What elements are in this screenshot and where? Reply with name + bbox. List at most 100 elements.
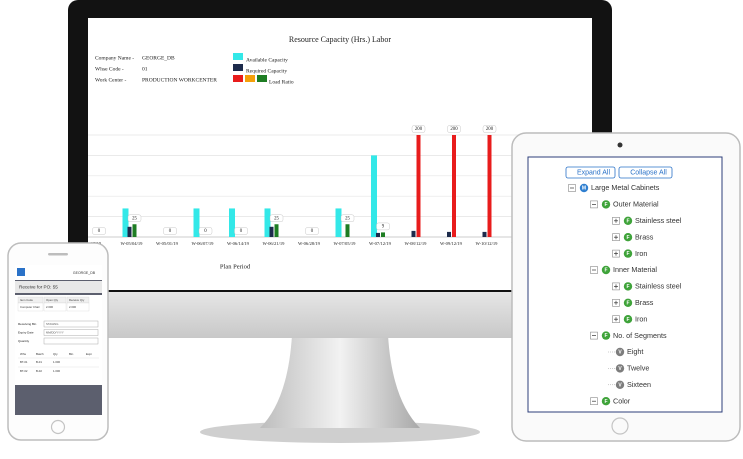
bar bbox=[229, 208, 235, 237]
tree-label: Iron bbox=[635, 314, 647, 323]
field-input[interactable] bbox=[43, 337, 99, 345]
bar bbox=[345, 224, 350, 237]
tree: Expand All Collapse All M Large Metal Cabin… bbox=[565, 166, 682, 405]
phone-menu-button[interactable] bbox=[17, 268, 25, 276]
x-tick-label: W-06/14/19 bbox=[227, 241, 250, 246]
bar bbox=[371, 155, 377, 237]
table-cell bbox=[43, 302, 67, 312]
tree-badge-letter: F bbox=[626, 284, 629, 290]
monitor: Resource Capacity (Hrs.) Labor Company Na… bbox=[68, 0, 612, 443]
bar bbox=[452, 135, 456, 237]
tree-badge-letter: F bbox=[626, 218, 629, 224]
tree-badge bbox=[615, 380, 625, 389]
x-axis-title: Plan Period bbox=[220, 263, 251, 270]
tree-button[interactable] bbox=[618, 166, 673, 179]
bar bbox=[411, 230, 416, 237]
tablet-home-button bbox=[611, 417, 629, 435]
phone-home-button[interactable] bbox=[50, 419, 66, 435]
tree-badge bbox=[623, 315, 633, 324]
info-label: Company Name - bbox=[95, 55, 134, 61]
x-tick-label: W-05/01/19 bbox=[156, 241, 179, 246]
tree-badge bbox=[601, 265, 611, 275]
data-label-box bbox=[163, 227, 177, 235]
tree-badge bbox=[601, 331, 611, 340]
batch-cell: 1.000 bbox=[53, 360, 60, 364]
tree-badge-letter: F bbox=[604, 202, 607, 208]
bar bbox=[487, 135, 492, 237]
tree-label: Iron bbox=[635, 249, 647, 258]
batch-header: Batch bbox=[36, 352, 44, 356]
legend-label: Available Capacity bbox=[246, 57, 288, 63]
tree-label: Large Metal Cabinets bbox=[591, 183, 660, 192]
x-tick-label: W-06/07/19 bbox=[192, 241, 215, 246]
table-cell bbox=[66, 302, 90, 312]
field-label: Expiry Date bbox=[18, 330, 34, 334]
bar bbox=[193, 208, 200, 237]
data-label-box bbox=[127, 214, 142, 222]
tree-button-label: Expand All bbox=[577, 170, 611, 177]
field-input[interactable] bbox=[43, 329, 99, 336]
data-label-box bbox=[340, 214, 355, 222]
data-label: 0 bbox=[240, 229, 243, 234]
tree-badge-letter: V bbox=[618, 366, 622, 372]
data-label-box bbox=[198, 227, 213, 235]
x-tick-label: W-05/04/19 bbox=[121, 241, 144, 246]
tablet: Expand All Collapse All M Large Metal Cabin… bbox=[511, 132, 741, 442]
batch-cell: BT-01 bbox=[20, 360, 28, 364]
tree-badge-letter: F bbox=[604, 399, 607, 405]
table-header: Open Qty bbox=[46, 298, 59, 302]
monitor-stand bbox=[260, 335, 420, 428]
batch-header: Whs bbox=[20, 352, 27, 356]
info-label: Work Center - bbox=[95, 77, 126, 83]
data-label: 25 bbox=[132, 216, 137, 221]
tree-badge-letter: M bbox=[582, 186, 586, 192]
tree-button-label: Collapse All bbox=[630, 170, 667, 177]
tree-button[interactable] bbox=[565, 166, 616, 179]
legend-label: Required Capacity bbox=[246, 68, 287, 74]
bar bbox=[381, 232, 385, 237]
info-label: Whse Code - bbox=[95, 66, 124, 72]
tree-label: Stainless steel bbox=[635, 216, 682, 225]
table-header: Receive Qty bbox=[69, 298, 85, 302]
bar bbox=[127, 226, 132, 237]
tree-badge-letter: F bbox=[604, 268, 607, 274]
tree-label: Eight bbox=[627, 347, 643, 356]
tree-badge bbox=[623, 282, 633, 291]
batch-header: Expi bbox=[86, 352, 92, 356]
data-label-box bbox=[376, 222, 390, 231]
field-input[interactable] bbox=[43, 320, 99, 328]
data-label-box bbox=[92, 227, 106, 235]
data-label-box bbox=[305, 227, 319, 235]
data-label-box bbox=[269, 214, 284, 222]
data-label: 9 bbox=[382, 225, 385, 230]
phone-ui: GEORGE_DB Receive for PO: 55 Item Code Open… bbox=[17, 271, 99, 373]
data-label: 25 bbox=[274, 216, 279, 221]
data-label: 0 bbox=[98, 229, 101, 234]
x-tick-label: W-06/21/19 bbox=[263, 241, 286, 246]
tree-label: Color bbox=[613, 396, 631, 405]
tree-label: Sixteen bbox=[627, 380, 651, 389]
data-label: 200 bbox=[486, 127, 494, 132]
data-label-box bbox=[447, 125, 461, 133]
bar bbox=[132, 224, 137, 237]
phone-speaker bbox=[48, 253, 68, 256]
data-label: 0 bbox=[204, 229, 207, 234]
tree-label: No. of Segments bbox=[613, 331, 667, 340]
data-label: 0 bbox=[311, 229, 314, 234]
bar bbox=[447, 231, 451, 237]
info-value: 01 bbox=[142, 66, 148, 72]
bar bbox=[416, 135, 421, 237]
tree-badge bbox=[623, 216, 633, 225]
tree-label: Outer Material bbox=[613, 200, 659, 209]
tree-badge-letter: V bbox=[618, 350, 622, 356]
bar bbox=[264, 208, 271, 237]
tree-badge bbox=[623, 298, 633, 307]
monitor-chin bbox=[68, 292, 612, 338]
bar bbox=[482, 231, 487, 237]
phone-title: Receive for PO: 55 bbox=[19, 285, 58, 290]
legend-swatch bbox=[233, 64, 243, 71]
tree-badge bbox=[601, 200, 611, 209]
tree-badge-letter: V bbox=[618, 382, 622, 388]
